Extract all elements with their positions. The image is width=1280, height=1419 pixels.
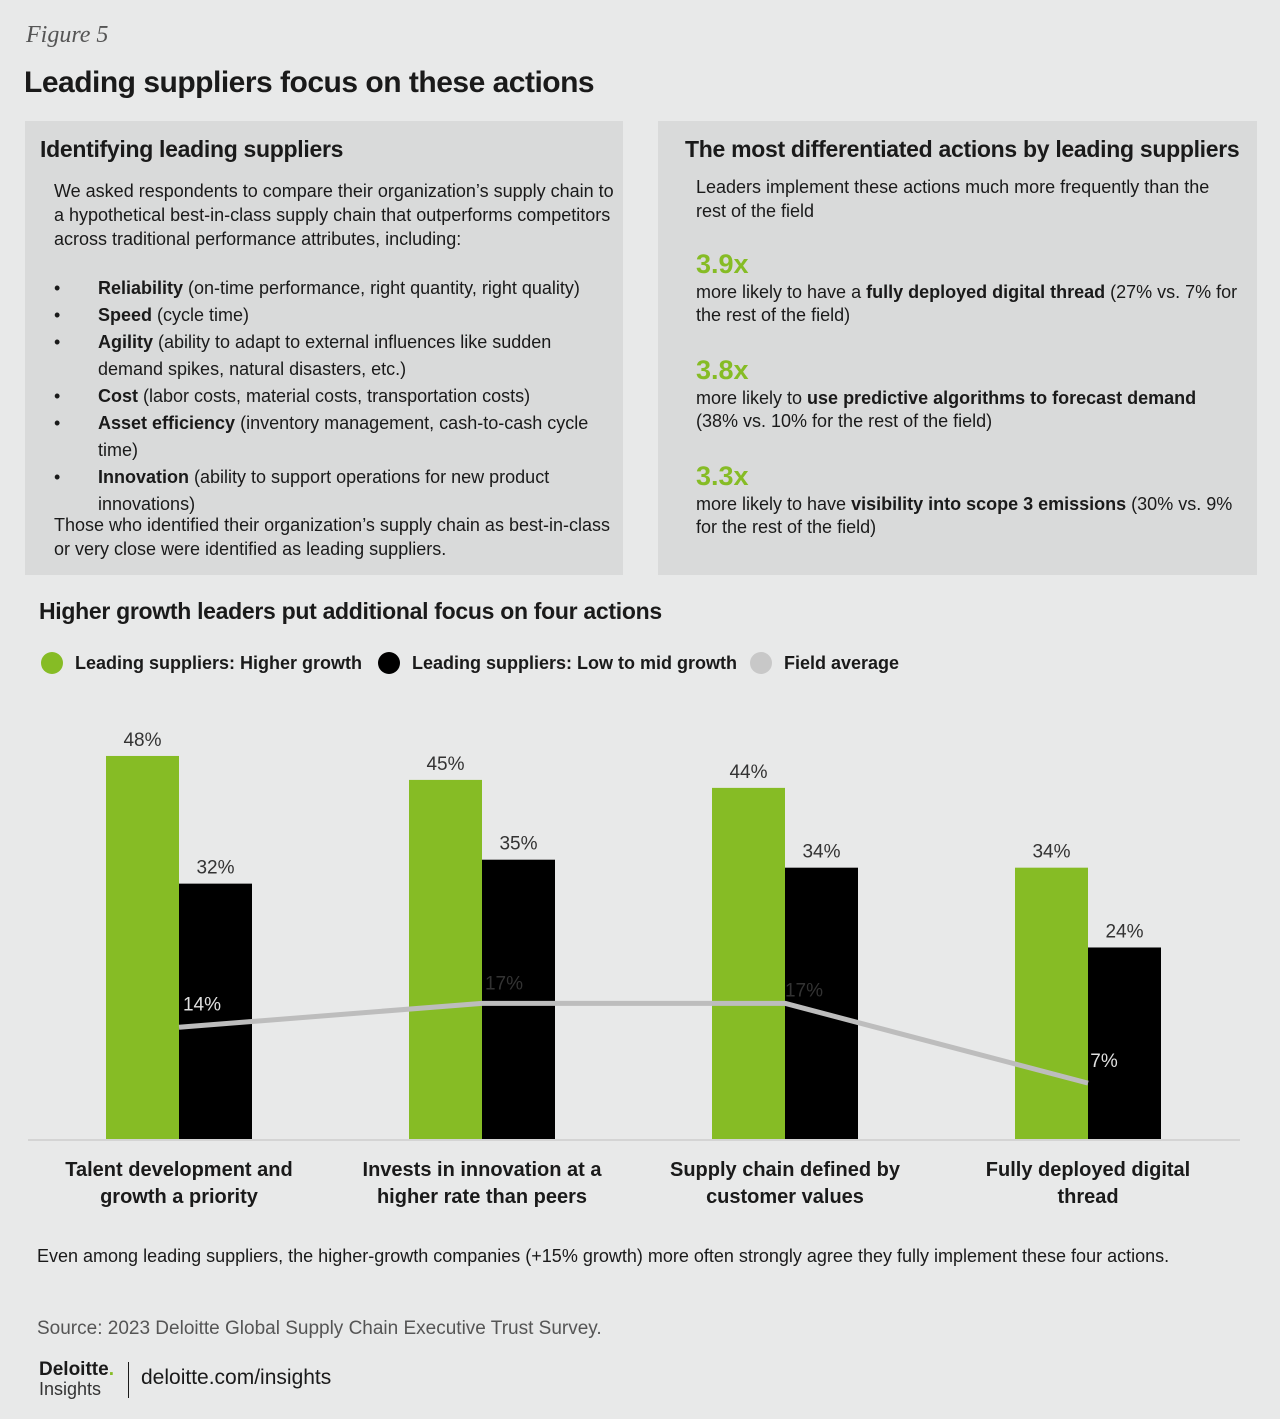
bar-low-to-mid-growth [179, 883, 252, 1139]
field-average-label: 14% [183, 994, 221, 1015]
bar-value-label: 48% [123, 730, 161, 751]
attribute-term: Cost [98, 386, 138, 406]
page-title: Leading suppliers focus on these actions [24, 66, 595, 99]
chart-title: Higher growth leaders put additional foc… [39, 598, 662, 624]
category-label-line: Talent development and [65, 1159, 293, 1181]
stat-block: 3.9x more likely to have a fully deploye… [696, 249, 1241, 327]
left-panel-heading: Identifying leading suppliers [40, 136, 344, 162]
category-label-line: thread [1057, 1186, 1119, 1208]
bar-value-label: 45% [426, 754, 464, 775]
category-label-line: customer values [706, 1186, 864, 1208]
bar-higher-growth [409, 779, 482, 1139]
category-label: Fully deployed digital thread [958, 1157, 1218, 1211]
category-label-line: higher rate than peers [376, 1186, 588, 1208]
attribute-desc: (labor costs, material costs, transporta… [138, 386, 531, 406]
bar-value-label: 44% [729, 762, 767, 783]
source-note: Source: 2023 Deloitte Global Supply Chai… [37, 1318, 602, 1339]
category-label-line: Supply chain defined by [669, 1159, 901, 1181]
differentiated-actions-panel: The most differentiated actions by leadi… [658, 121, 1257, 575]
category-label-line: Fully deployed digital [985, 1159, 1191, 1181]
category-label: Invests in innovation at a higher rate th… [352, 1157, 612, 1211]
field-average-line [178, 1000, 1089, 1086]
legend-label: Field average [784, 652, 900, 673]
site-link[interactable]: deloitte.com/insights [141, 1366, 332, 1389]
attribute-term: Speed [98, 305, 153, 325]
attribute-term: Reliability [98, 278, 184, 298]
stat-multiplier: 3.9x [696, 249, 749, 279]
category-label: Talent development and growth a priority [49, 1157, 309, 1211]
stat-description: more likely to have visibility into scop… [696, 494, 1233, 537]
stat-block: 3.3x more likely to have visibility into… [696, 461, 1241, 539]
attribute-desc: (inventory management, cash-to-cash cycl… [98, 413, 589, 460]
logo-divider [128, 1362, 129, 1398]
category-label-line: growth a priority [100, 1186, 258, 1208]
legend-item-low-to-mid-growth: Leading suppliers: Low to mid growth [378, 652, 737, 674]
category-label-line: Invests in innovation at a [362, 1159, 602, 1181]
bar-low-to-mid-growth [785, 867, 858, 1139]
footnote: Even among leading suppliers, the higher… [37, 1246, 1170, 1266]
bar-value-label: 34% [1032, 842, 1070, 863]
bar-low-to-mid-growth [482, 859, 555, 1139]
attribute-term: Asset efficiency [98, 413, 236, 433]
legend-item-field-average: Field average [750, 652, 899, 674]
attribute-item: Cost (labor costs, material costs, trans… [54, 383, 614, 410]
legend-item-higher-growth: Leading suppliers: Higher growth [41, 652, 362, 674]
attribute-desc: (ability to adapt to external influences… [98, 332, 552, 379]
field-average-label: 17% [485, 973, 523, 994]
figure-label: Figure 5 [26, 22, 109, 48]
attribute-desc: (on-time performance, right quantity, ri… [183, 278, 580, 298]
attribute-item: Reliability (on-time performance, right … [54, 275, 614, 302]
left-panel-closing: Those who identified their organization’… [54, 515, 610, 559]
right-panel-heading: The most differentiated actions by leadi… [685, 136, 1240, 162]
logo-sub: Insights [39, 1379, 102, 1399]
stat-multiplier: 3.3x [696, 461, 749, 491]
legend-label: Leading suppliers: Higher growth [75, 652, 363, 673]
bar-higher-growth [1015, 867, 1088, 1139]
legend-swatch [750, 652, 772, 674]
attribute-list: Reliability (on-time performance, right … [54, 275, 614, 518]
attribute-item: Asset efficiency (inventory management, … [54, 410, 614, 464]
stat-description: more likely to use predictive algorithms… [696, 388, 1197, 431]
field-average-label: 17% [785, 980, 823, 1001]
chart-legend: Leading suppliers: Higher growth Leading… [0, 652, 1280, 678]
attribute-item: Agility (ability to adapt to external in… [54, 329, 614, 383]
bar-chart: 48% 32% 45% 35% 44% 34% 34% 24% 14% 17% 17% 7% [28, 730, 1240, 1141]
legend-swatch [378, 652, 400, 674]
category-label: Supply chain defined by customer values [655, 1157, 915, 1211]
field-average-label: 7% [1090, 1051, 1118, 1072]
bar-value-label: 32% [196, 858, 234, 879]
stat-description: more likely to have a fully deployed dig… [696, 282, 1238, 325]
attribute-desc: (cycle time) [152, 305, 250, 325]
deloitte-insights-logo: Deloitte. Insights [39, 1359, 114, 1399]
identifying-leading-suppliers-panel: Identifying leading suppliers We asked r… [25, 121, 623, 575]
attribute-item: Speed (cycle time) [54, 302, 614, 329]
bar-higher-growth [106, 755, 179, 1139]
legend-label: Leading suppliers: Low to mid growth [412, 652, 737, 673]
attribute-item: Innovation (ability to support operation… [54, 464, 614, 518]
stat-block: 3.8x more likely to use predictive algor… [696, 355, 1241, 433]
attribute-desc: (ability to support operations for new p… [98, 467, 550, 514]
logo-brand: Deloitte. [39, 1359, 114, 1380]
bar-value-label: 34% [802, 842, 840, 863]
left-panel-intro: We asked respondents to compare their or… [54, 181, 614, 249]
bar-value-label: 35% [499, 834, 537, 855]
legend-swatch [41, 652, 63, 674]
right-panel-intro: Leaders implement these actions much mor… [696, 177, 1210, 221]
stat-multiplier: 3.8x [696, 355, 749, 385]
bar-value-label: 24% [1105, 921, 1143, 942]
bar-low-to-mid-growth [1088, 947, 1161, 1139]
attribute-term: Agility [98, 332, 154, 352]
bar-higher-growth [712, 787, 785, 1139]
attribute-term: Innovation [98, 467, 189, 487]
